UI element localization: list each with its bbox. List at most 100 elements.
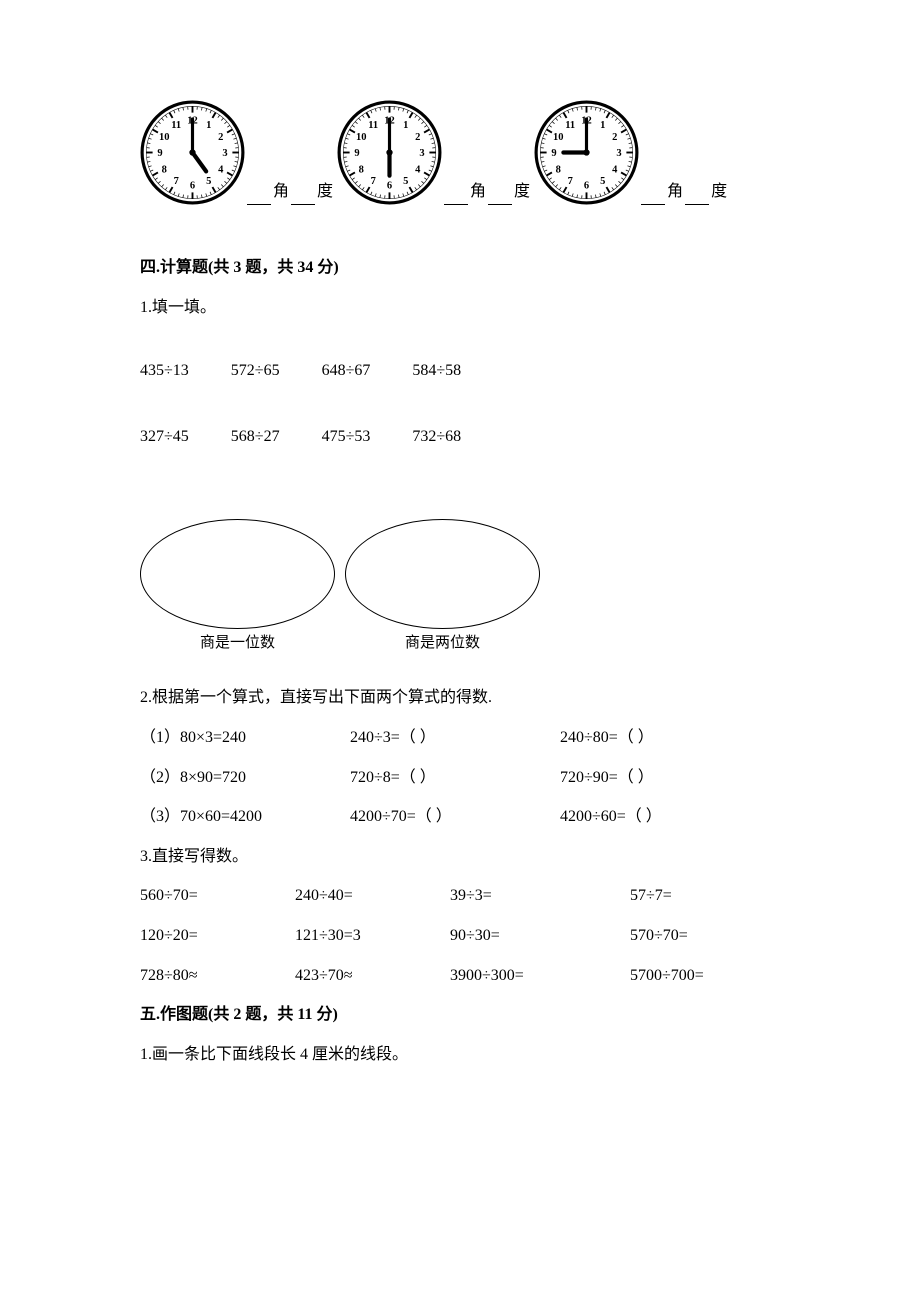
svg-text:2: 2: [612, 132, 617, 143]
svg-text:8: 8: [359, 164, 364, 175]
svg-text:11: 11: [368, 120, 378, 131]
expr: 5700÷700=: [630, 963, 770, 989]
calc-c: 720÷90=（ ）: [560, 765, 760, 791]
blank-degree-3: [685, 187, 709, 205]
svg-text:1: 1: [206, 120, 211, 131]
blank-angle-2: [444, 187, 468, 205]
svg-text:7: 7: [174, 176, 179, 187]
svg-text:5: 5: [206, 176, 211, 187]
calc-b: 720÷8=（ ）: [350, 765, 560, 791]
expr: 570÷70=: [630, 923, 770, 949]
angle-label: 角: [667, 179, 683, 205]
expr: 732÷68: [412, 424, 461, 450]
ellipse-row: 商是一位数 商是两位数: [140, 519, 780, 655]
svg-text:10: 10: [553, 132, 564, 143]
svg-text:2: 2: [415, 132, 420, 143]
expr: 327÷45: [140, 424, 189, 450]
expr: 568÷27: [231, 424, 280, 450]
q2-row3: （3）70×60=4200 4200÷70=（ ） 4200÷60=（ ）: [140, 804, 780, 830]
clock-item-3: 123456789101112 角 度: [534, 100, 727, 205]
blank-degree-1: [291, 187, 315, 205]
svg-text:9: 9: [354, 148, 359, 159]
svg-text:5: 5: [600, 176, 605, 187]
q3-row1: 560÷70= 240÷40= 39÷3= 57÷7=: [140, 883, 780, 909]
calc-a: （1）80×3=240: [140, 725, 350, 751]
expr: 121÷30=3: [295, 923, 450, 949]
ellipse-box-1: 商是一位数: [140, 519, 335, 655]
blank-angle-1: [247, 187, 271, 205]
expr: 728÷80≈: [140, 963, 295, 989]
svg-text:11: 11: [171, 120, 181, 131]
ellipse-label-2: 商是两位数: [405, 631, 480, 655]
clock-icon: 123456789101112: [140, 100, 245, 205]
section5-title: 五.作图题(共 2 题，共 11 分): [140, 1002, 780, 1028]
clock-row: 123456789101112 角 度 123456789101112 角 度: [140, 100, 780, 205]
q2-row1: （1）80×3=240 240÷3=（ ） 240÷80=（ ）: [140, 725, 780, 751]
svg-text:10: 10: [356, 132, 367, 143]
section4-title: 四.计算题(共 3 题，共 34 分): [140, 255, 780, 281]
expr: 90÷30=: [450, 923, 630, 949]
blank-degree-2: [488, 187, 512, 205]
expr: 648÷67: [322, 358, 371, 384]
q3-label: 3.直接写得数。: [140, 844, 780, 870]
calc-b: 4200÷70=（ ）: [350, 804, 560, 830]
svg-text:7: 7: [371, 176, 376, 187]
clock-icon: 123456789101112: [337, 100, 442, 205]
expr: 57÷7=: [630, 883, 770, 909]
svg-text:1: 1: [600, 120, 605, 131]
q1-label: 1.填一填。: [140, 295, 780, 321]
svg-text:11: 11: [565, 120, 575, 131]
clock-item-1: 123456789101112 角 度: [140, 100, 333, 205]
q3-row2: 120÷20= 121÷30=3 90÷30= 570÷70=: [140, 923, 780, 949]
calc-a: （3）70×60=4200: [140, 804, 350, 830]
expr: 435÷13: [140, 358, 189, 384]
svg-text:10: 10: [159, 132, 170, 143]
svg-text:9: 9: [157, 148, 162, 159]
svg-text:6: 6: [190, 181, 195, 192]
svg-text:3: 3: [419, 148, 424, 159]
svg-text:3: 3: [222, 148, 227, 159]
calc-c: 4200÷60=（ ）: [560, 804, 760, 830]
expr: 475÷53: [322, 424, 371, 450]
expr: 120÷20=: [140, 923, 295, 949]
q1-row1: 435÷13 572÷65 648÷67 584÷58: [140, 358, 780, 384]
s5-q1: 1.画一条比下面线段长 4 厘米的线段。: [140, 1042, 780, 1068]
svg-text:6: 6: [387, 181, 392, 192]
ellipse-1: [140, 519, 335, 629]
angle-label: 角: [470, 179, 486, 205]
expr: 39÷3=: [450, 883, 630, 909]
svg-text:5: 5: [403, 176, 408, 187]
svg-text:2: 2: [218, 132, 223, 143]
ellipse-box-2: 商是两位数: [345, 519, 540, 655]
expr: 3900÷300=: [450, 963, 630, 989]
expr: 240÷40=: [295, 883, 450, 909]
q2-label: 2.根据第一个算式，直接写出下面两个算式的得数.: [140, 685, 780, 711]
svg-text:7: 7: [568, 176, 573, 187]
degree-label: 度: [711, 179, 727, 205]
calc-c: 240÷80=（ ）: [560, 725, 760, 751]
expr: 423÷70≈: [295, 963, 450, 989]
degree-label: 度: [317, 179, 333, 205]
angle-label: 角: [273, 179, 289, 205]
svg-text:4: 4: [612, 164, 618, 175]
svg-text:3: 3: [616, 148, 621, 159]
svg-text:4: 4: [218, 164, 224, 175]
svg-text:4: 4: [415, 164, 421, 175]
ellipse-container: 商是一位数 商是两位数: [140, 519, 780, 655]
svg-text:9: 9: [551, 148, 556, 159]
svg-text:1: 1: [403, 120, 408, 131]
svg-text:8: 8: [162, 164, 167, 175]
blank-angle-3: [641, 187, 665, 205]
svg-text:8: 8: [556, 164, 561, 175]
clock-icon: 123456789101112: [534, 100, 639, 205]
degree-label: 度: [514, 179, 530, 205]
calc-b: 240÷3=（ ）: [350, 725, 560, 751]
calc-a: （2）8×90=720: [140, 765, 350, 791]
expr: 572÷65: [231, 358, 280, 384]
svg-text:6: 6: [584, 181, 589, 192]
clock-item-2: 123456789101112 角 度: [337, 100, 530, 205]
ellipse-2: [345, 519, 540, 629]
q2-row2: （2）8×90=720 720÷8=（ ） 720÷90=（ ）: [140, 765, 780, 791]
q3-row3: 728÷80≈ 423÷70≈ 3900÷300= 5700÷700=: [140, 963, 780, 989]
expr: 584÷58: [412, 358, 461, 384]
